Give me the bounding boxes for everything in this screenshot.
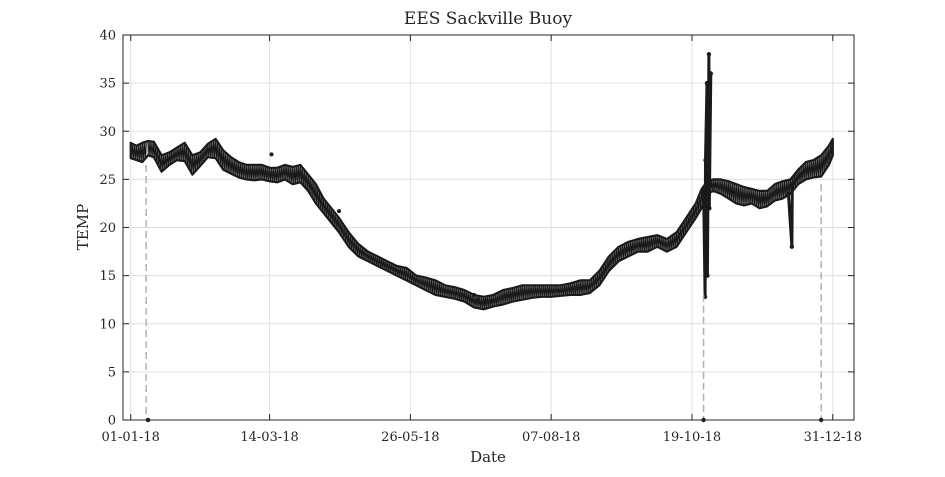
outlier-point (269, 152, 274, 157)
y-tick-label: 35 (99, 77, 116, 92)
temperature-spike (702, 54, 713, 297)
spike-point (708, 71, 714, 76)
x-tick-label: 19-10-18 (663, 430, 721, 445)
x-axis-label: Date (470, 448, 506, 466)
y-tick-label: 15 (99, 269, 116, 284)
spike-point (703, 157, 708, 163)
axis-ticks: 0 5 10 15 20 25 30 35 40 01-01-18 14-03-18 26-05-18… (99, 29, 862, 446)
y-tick-label: 40 (99, 29, 116, 44)
spike-point (706, 52, 712, 57)
spike-point (701, 186, 706, 192)
outlier-point (472, 292, 477, 297)
data-layer (129, 52, 834, 423)
y-tick-label: 20 (99, 221, 116, 236)
spike-point (705, 273, 710, 278)
spike-point (790, 181, 795, 187)
y-tick-label: 10 (99, 317, 116, 332)
x-tick-label: 01-01-18 (102, 430, 160, 445)
outlier-point (483, 298, 488, 303)
y-axis-label: TEMP (74, 204, 92, 250)
spike-point (786, 191, 791, 197)
spike-point (789, 244, 795, 249)
spike-point (707, 206, 712, 211)
outlier-point (475, 297, 480, 302)
x-tick-label: 07-08-18 (522, 430, 580, 445)
x-tick-label: 14-03-18 (240, 430, 298, 445)
x-tick-label: 31-12-18 (804, 430, 862, 445)
y-tick-label: 0 (108, 414, 116, 429)
x-tick-label: 26-05-18 (381, 430, 439, 445)
y-tick-label: 30 (99, 125, 116, 140)
y-tick-label: 5 (108, 365, 116, 380)
spike-point (704, 80, 710, 86)
outlier-point (337, 209, 342, 214)
chart-title: EES Sackville Buoy (404, 9, 573, 29)
temperature-oscillation (130, 138, 834, 310)
y-tick-label: 25 (99, 173, 116, 188)
